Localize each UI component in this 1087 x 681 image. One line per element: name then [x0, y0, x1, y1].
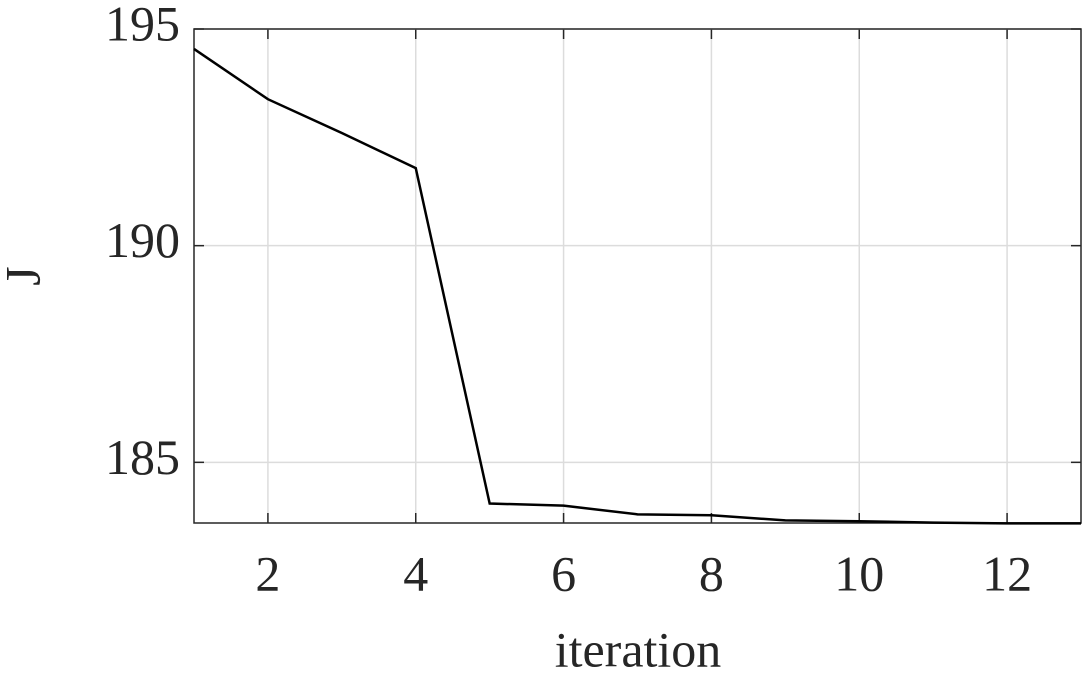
- y-tick-label: 185: [105, 429, 180, 485]
- x-axis-label: iteration: [555, 621, 722, 677]
- data-line: [193, 47, 1081, 525]
- plot-frame: [193, 28, 1082, 524]
- x-tick-label: 8: [699, 545, 724, 601]
- x-tick-label: 6: [551, 545, 576, 601]
- x-tick-label: 10: [834, 545, 884, 601]
- x-tick-label: 2: [255, 545, 280, 601]
- y-tick-label: 195: [105, 0, 180, 51]
- x-tick-label: 4: [403, 545, 428, 601]
- y-axis-label: J: [0, 266, 50, 285]
- x-tick-label: 12: [982, 545, 1032, 601]
- y-tick-label: 190: [105, 212, 180, 268]
